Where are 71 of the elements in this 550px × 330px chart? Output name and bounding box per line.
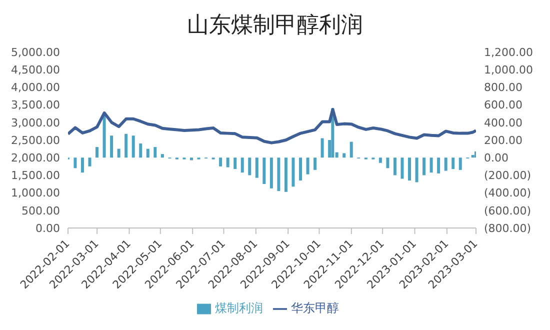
bar	[154, 147, 157, 158]
bar	[219, 158, 222, 166]
legend-label: 华东甲醇	[291, 301, 339, 315]
bar	[262, 158, 266, 184]
y-tick-label: 500.00	[22, 204, 60, 218]
y-tick-label: 4,500.00	[11, 64, 60, 77]
bar	[110, 136, 114, 158]
bar	[102, 115, 106, 158]
y-tick-label: 2,500.00	[11, 134, 60, 147]
bar	[437, 158, 440, 174]
bar	[393, 158, 396, 176]
y2-tick-label: 400.00	[484, 116, 522, 130]
bar	[284, 158, 288, 192]
bar	[378, 158, 382, 163]
y2-tick-label: 0.00	[484, 152, 508, 165]
bar	[415, 158, 418, 182]
y-tick-label: 1,500.00	[11, 169, 60, 182]
y-tick-label: 1,000.00	[11, 186, 60, 200]
bar	[350, 142, 353, 158]
bar	[474, 151, 476, 158]
y2-tick-label: (200.00)	[484, 169, 532, 182]
bar	[124, 134, 128, 158]
bar	[452, 158, 455, 170]
y2-tick-label: (800.00)	[484, 222, 532, 235]
bar	[190, 158, 193, 160]
bar	[306, 158, 310, 174]
bar	[342, 153, 346, 158]
bar	[240, 158, 244, 173]
y-tick-label: 5,000.00	[11, 46, 60, 59]
bar	[96, 147, 99, 158]
bar	[444, 158, 448, 171]
bar	[248, 158, 252, 176]
bar	[255, 158, 258, 178]
bar	[400, 158, 404, 179]
bar	[314, 158, 317, 170]
bar	[160, 154, 164, 158]
bar	[74, 158, 77, 168]
bar	[292, 158, 295, 187]
bar	[139, 144, 142, 158]
bar	[408, 158, 411, 180]
line-series	[68, 108, 476, 144]
y2-tick-label: 1,200.00	[484, 46, 533, 59]
y2-tick-label: 1,000.00	[484, 64, 533, 77]
bar	[277, 158, 280, 192]
y2-tick-label: 800.00	[484, 81, 522, 94]
y-tick-label: 3,500.00	[11, 98, 60, 112]
bar	[234, 158, 237, 170]
bar	[298, 158, 302, 180]
legend-label: 煤制利润	[215, 301, 263, 315]
y2-tick-label: (600.00)	[484, 204, 532, 218]
bar	[132, 136, 135, 158]
y-tick-label: 2,000.00	[11, 152, 60, 165]
bar	[80, 158, 84, 173]
bar	[458, 158, 462, 170]
bar	[471, 154, 474, 158]
chart-title: 山东煤制甲醇利润	[186, 12, 364, 40]
y2-tick-label: 200.00	[484, 134, 522, 147]
y-tick-label: 0.00	[36, 222, 60, 235]
bar	[226, 158, 230, 168]
bar	[270, 158, 273, 188]
bar	[88, 158, 92, 166]
bar	[422, 158, 426, 176]
bar	[320, 138, 324, 158]
y2-tick-label: 600.00	[484, 98, 522, 112]
bar	[430, 158, 433, 173]
y-tick-label: 3,000.00	[11, 116, 60, 130]
bar	[386, 158, 390, 168]
y-tick-label: 4,000.00	[11, 81, 60, 94]
bar	[117, 148, 120, 158]
y2-tick-label: (400.00)	[484, 186, 532, 200]
bar	[146, 148, 150, 158]
